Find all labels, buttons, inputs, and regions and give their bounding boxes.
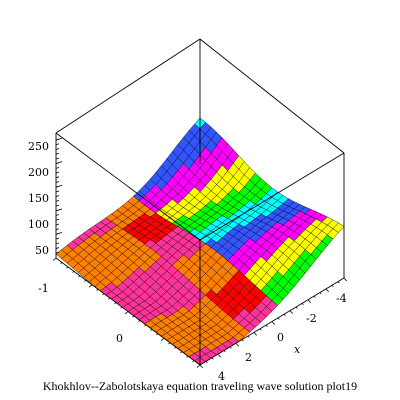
axis-tick	[60, 262, 63, 264]
axis-tick	[301, 303, 304, 306]
axis-tick	[55, 157, 60, 160]
z-tick-label: 250	[28, 140, 49, 153]
axis-tick	[55, 138, 60, 141]
axis-tick	[55, 195, 60, 198]
axis-tick	[295, 306, 298, 309]
axis-tick	[138, 320, 141, 322]
axis-tick	[55, 185, 60, 188]
axis-tick	[223, 350, 226, 353]
axis-tick	[55, 176, 60, 179]
axis-tick	[52, 257, 57, 261]
axis-tick	[66, 266, 69, 269]
axis-tick	[55, 190, 60, 193]
axis-tick	[55, 204, 60, 207]
axis-tick	[313, 295, 316, 298]
axis-tick	[192, 360, 195, 363]
axis-tick	[277, 317, 280, 320]
axis-tick	[235, 342, 239, 347]
axis-tick	[108, 297, 111, 300]
axis-tick	[78, 275, 81, 278]
box-edge	[199, 152, 345, 241]
axis-tick	[241, 339, 244, 342]
axis-tick	[55, 237, 60, 240]
axis-tick	[55, 162, 60, 165]
x-tick-label: -2	[306, 312, 317, 325]
axis-tick	[180, 351, 183, 354]
axis-tick	[150, 329, 153, 331]
x-axis-label: x	[294, 343, 301, 356]
axis-tick	[55, 209, 60, 212]
axis-tick	[271, 321, 275, 325]
axis-tick	[205, 361, 208, 364]
axis-tick	[55, 143, 60, 146]
axis-tick	[55, 242, 60, 245]
axis-tick	[55, 223, 60, 226]
x-tick-label: 2	[245, 351, 252, 364]
z-tick-label: 200	[28, 166, 49, 179]
z-tick-label: 100	[28, 218, 49, 231]
axis-tick	[55, 148, 60, 150]
axis-tick	[120, 306, 123, 309]
axis-tick	[84, 279, 87, 282]
axis-tick	[88, 284, 93, 288]
axis-tick	[55, 233, 60, 235]
axis-tick	[55, 251, 60, 254]
axis-tick	[265, 324, 268, 327]
axis-tick	[331, 284, 334, 288]
axis-tick	[144, 324, 147, 327]
axis-tick	[343, 277, 347, 282]
axis-tick	[211, 357, 214, 360]
axis-tick	[55, 171, 60, 174]
axis-tick	[199, 364, 203, 369]
axis-tick	[253, 332, 257, 336]
axis-tick	[72, 271, 75, 273]
axis-tick	[247, 335, 250, 338]
axis-ticks	[52, 137, 347, 369]
y-tick-label: -1	[38, 282, 49, 295]
axis-tick	[196, 364, 201, 368]
axis-tick	[325, 288, 329, 293]
axis-tick	[114, 302, 117, 305]
axis-tick	[160, 337, 165, 341]
box-edge	[199, 38, 345, 154]
x-tick-label: 0	[277, 331, 284, 344]
z-tick-label: 150	[28, 192, 49, 205]
chart-caption: Khokhlov--Zabolotskaya equation travelin…	[42, 379, 358, 393]
axis-tick	[337, 281, 340, 284]
z-tick-label: 50	[35, 244, 49, 257]
axis-tick	[55, 200, 60, 202]
axis-tick	[307, 299, 311, 304]
x-tick-label: 4	[218, 370, 225, 383]
box-edge	[55, 132, 201, 241]
axis-tick	[55, 218, 60, 221]
axis-tick	[124, 311, 129, 315]
axis-tick	[319, 292, 322, 295]
axis-tick	[289, 310, 293, 314]
axis-tick	[55, 152, 60, 155]
axis-tick	[283, 313, 286, 317]
box-edge	[55, 38, 201, 134]
axis-tick	[156, 333, 159, 336]
axis-tick	[217, 353, 221, 358]
axis-tick	[186, 355, 189, 358]
x-tick-label: -4	[336, 292, 347, 305]
axis-tick	[168, 342, 171, 345]
y-tick-label: 0	[116, 332, 123, 345]
axis-tick	[55, 181, 60, 183]
axis-tick	[55, 228, 60, 231]
axis-tick	[132, 315, 135, 318]
surface-layer	[55, 117, 345, 366]
axis-tick	[55, 214, 60, 216]
axis-tick	[55, 247, 60, 249]
axis-tick	[96, 288, 99, 291]
axis-tick	[102, 293, 105, 296]
axis-tick	[229, 346, 232, 349]
axis-tick	[55, 166, 60, 169]
axis-tick	[174, 346, 177, 349]
axis-tick	[259, 328, 262, 331]
